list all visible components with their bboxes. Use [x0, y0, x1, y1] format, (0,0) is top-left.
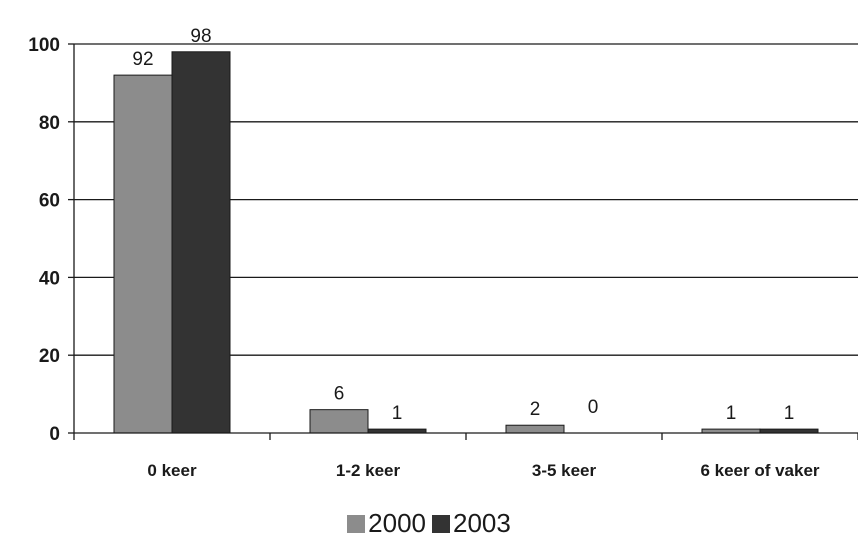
bar-2000-0: [113, 74, 173, 434]
bar-2003-0: [171, 51, 231, 434]
bar-2000-2: [505, 424, 565, 434]
data-label-2003-0: 98: [190, 26, 211, 47]
y-tick-label: 40: [39, 268, 60, 289]
legend-label-2003: 2003: [453, 508, 511, 538]
data-label-2000-2: 2: [530, 399, 541, 420]
data-label-2003-3: 1: [784, 403, 795, 424]
y-tick-label: 0: [49, 424, 60, 445]
x-category-label: 0 keer: [147, 461, 197, 480]
legend-item-2003: 2003: [432, 508, 511, 539]
legend-label-2000: 2000: [368, 508, 426, 538]
y-tick-label: 60: [39, 191, 60, 212]
y-tick-label: 100: [28, 35, 60, 56]
legend-item-2000: 2000: [347, 508, 426, 539]
bar-2000-1: [309, 409, 369, 434]
x-category-label: 6 keer of vaker: [700, 461, 819, 480]
axes: [68, 43, 858, 440]
x-category-label: 1-2 keer: [336, 461, 401, 480]
x-category-label: 3-5 keer: [532, 461, 597, 480]
data-label-2000-0: 92: [132, 49, 153, 70]
data-label-2000-1: 6: [334, 384, 345, 405]
y-tick-label: 80: [39, 113, 60, 134]
legend: 2000 2003: [0, 508, 858, 539]
y-tick-label: 20: [39, 346, 60, 367]
bars: [113, 51, 819, 434]
legend-swatch-2003: [432, 514, 450, 533]
legend-swatch-2000: [347, 514, 366, 533]
data-label-2000-3: 1: [726, 403, 737, 424]
data-label-2003-2: 0: [588, 397, 599, 418]
data-label-2003-1: 1: [392, 403, 403, 424]
